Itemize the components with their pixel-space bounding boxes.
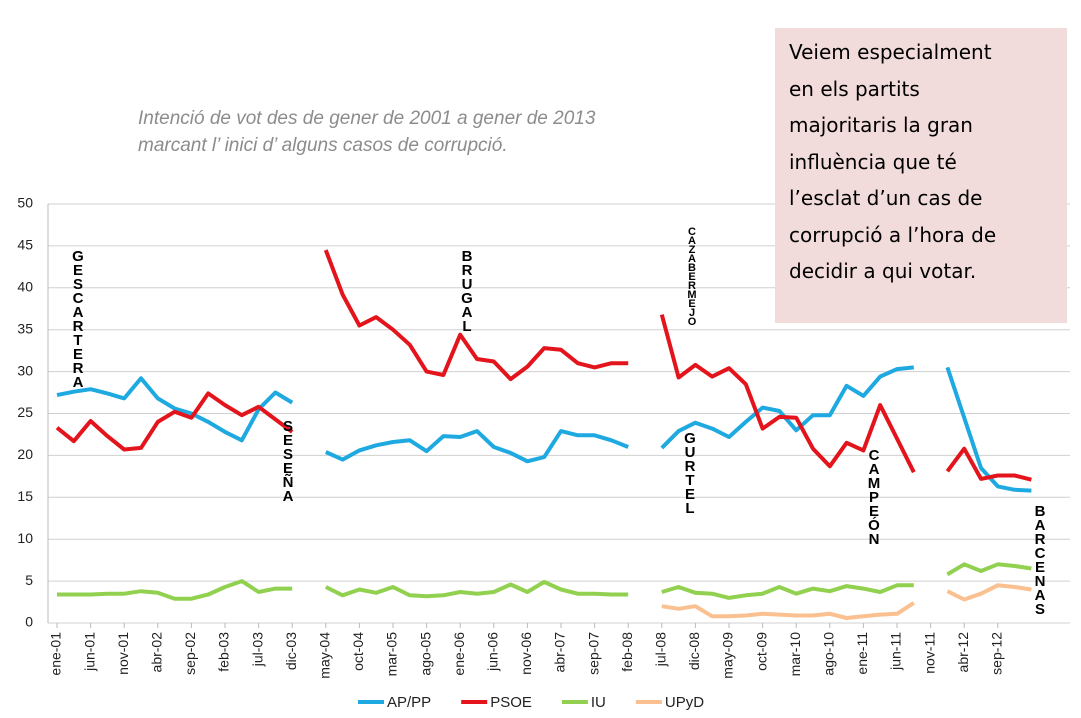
x-tick-label: dic-08 bbox=[686, 632, 702, 670]
x-tick-label: nov-11 bbox=[921, 632, 937, 674]
note-line: majoritaris la gran bbox=[789, 113, 973, 137]
x-tick-label: dic-03 bbox=[283, 632, 299, 670]
x-tick-label: nov-01 bbox=[115, 632, 131, 675]
annotation: BARCENAS bbox=[1032, 503, 1049, 615]
series-line bbox=[55, 249, 1032, 482]
y-tick-label: 35 bbox=[17, 320, 33, 336]
chart-title: Intenció de vot des de gener de 2001 a g… bbox=[138, 108, 596, 129]
chart-title: marcant l’ inici d’ alguns casos de corr… bbox=[138, 135, 508, 156]
y-tick-label: 20 bbox=[17, 446, 33, 462]
x-tick-label: abr-07 bbox=[552, 632, 568, 673]
x-tick-label: jun-01 bbox=[81, 632, 97, 672]
x-tick-label: sep-02 bbox=[182, 632, 198, 675]
y-tick-label: 50 bbox=[17, 195, 33, 211]
annotation: GESCARTERA bbox=[70, 248, 87, 388]
y-tick-label: 15 bbox=[17, 488, 33, 504]
y-tick-label: 40 bbox=[17, 279, 33, 295]
x-tick-label: may-09 bbox=[720, 632, 736, 679]
annotation: SESEÑA bbox=[280, 418, 297, 502]
x-tick-label: feb-08 bbox=[619, 632, 635, 672]
x-tick-label: abr-12 bbox=[955, 632, 971, 673]
legend-label: UPyD bbox=[665, 694, 704, 711]
x-tick-label: nov-06 bbox=[518, 632, 534, 675]
y-tick-label: 25 bbox=[17, 404, 33, 420]
note-line: decidir a qui votar. bbox=[789, 259, 977, 283]
annotation: GURTEL bbox=[682, 430, 699, 514]
x-tick-label: oct-04 bbox=[350, 632, 366, 671]
note-line: influència que té bbox=[789, 149, 957, 174]
series-line bbox=[57, 562, 1032, 601]
series-line bbox=[661, 583, 1032, 620]
note-line: Veiem especialment bbox=[789, 40, 992, 64]
note-line: l’esclat d’un cas de bbox=[789, 186, 983, 210]
y-tick-label: 5 bbox=[25, 572, 33, 588]
x-tick-label: sep-07 bbox=[585, 632, 601, 675]
x-tick-label: jun-06 bbox=[485, 632, 501, 672]
x-tick-label: jul-08 bbox=[653, 632, 669, 667]
annotation: CAZABERMEJO bbox=[686, 226, 698, 325]
x-tick-label: ene-06 bbox=[451, 632, 467, 676]
note-box: Veiem especialment en els partits majorita… bbox=[775, 28, 1067, 323]
x-tick-label: sep-12 bbox=[989, 632, 1005, 675]
annotation: CAMPEÓN bbox=[866, 447, 883, 545]
x-tick-label: mar-05 bbox=[384, 632, 400, 677]
y-tick-label: 45 bbox=[17, 237, 33, 253]
note-line: corrupció a l’hora de bbox=[789, 222, 997, 247]
y-tick-label: 0 bbox=[25, 614, 33, 630]
x-tick-label: may-04 bbox=[317, 632, 333, 679]
x-tick-label: jul-03 bbox=[249, 632, 265, 667]
x-tick-label: ene-01 bbox=[48, 632, 64, 676]
note-line: en els partits bbox=[789, 76, 920, 101]
y-tick-label: 30 bbox=[17, 362, 33, 378]
legend-label: IU bbox=[591, 694, 606, 711]
annotation: BRUGAL bbox=[459, 248, 476, 332]
x-tick-label: abr-02 bbox=[149, 632, 165, 673]
x-tick-label: oct-09 bbox=[753, 632, 769, 671]
x-tick-label: ene-11 bbox=[854, 632, 870, 675]
x-tick-label: ago-10 bbox=[821, 632, 837, 676]
x-tick-label: ago-05 bbox=[417, 632, 433, 676]
x-tick-label: jun-11 bbox=[888, 632, 904, 671]
x-tick-label: mar-10 bbox=[787, 632, 803, 677]
legend-label: PSOE bbox=[490, 694, 532, 711]
y-tick-label: 10 bbox=[17, 530, 33, 546]
series-line bbox=[56, 365, 1032, 493]
legend-label: AP/PP bbox=[387, 694, 431, 711]
x-tick-label: feb-03 bbox=[216, 632, 232, 672]
